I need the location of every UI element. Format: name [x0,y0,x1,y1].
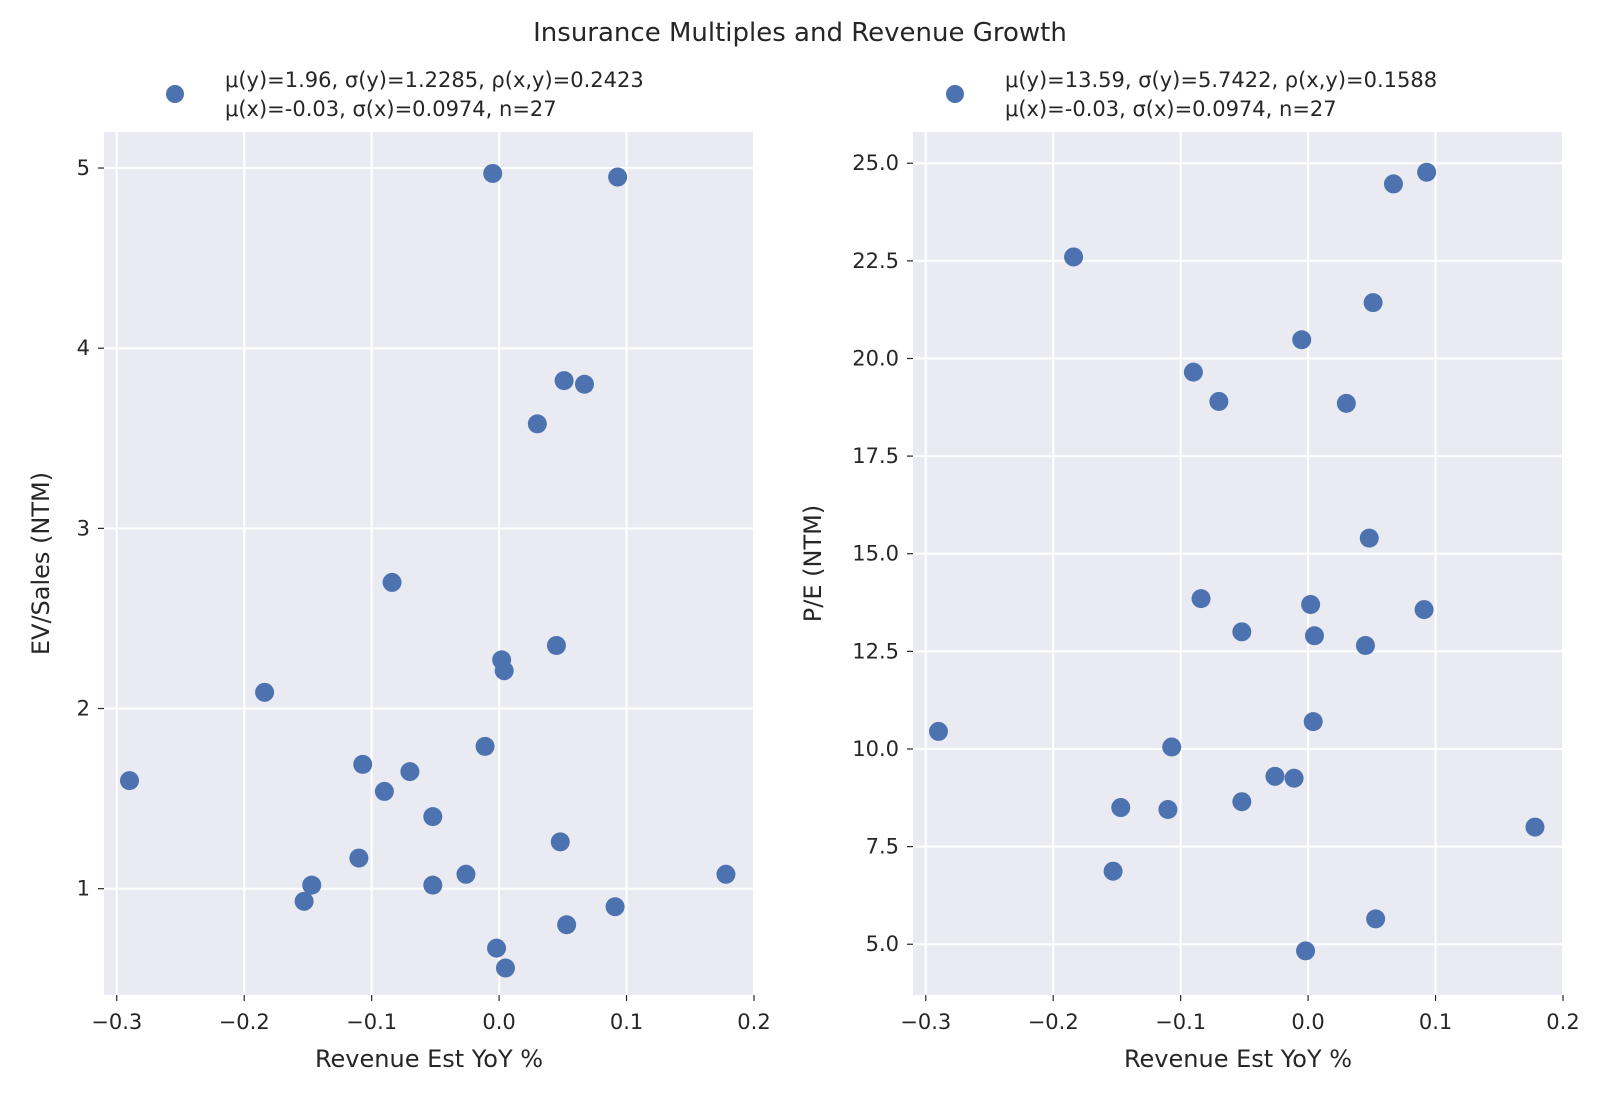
x-tick-label: −0.2 [219,1010,270,1034]
data-point [423,807,443,827]
data-point [487,938,507,958]
data-point [382,572,402,592]
data-point [1296,941,1316,961]
data-point [1183,362,1203,382]
figure-title: Insurance Multiples and Revenue Growth [533,18,1067,48]
y-tick-label: 10.0 [852,737,899,761]
data-point [1103,861,1123,881]
data-point [605,897,625,917]
x-tick-label: 0.0 [1291,1010,1324,1034]
data-point [1417,162,1437,182]
data-point [608,167,628,187]
data-point [1191,589,1211,609]
data-point [1525,817,1545,837]
data-point [1383,174,1403,194]
data-point [928,721,948,741]
data-point [527,414,547,434]
data-point [1162,737,1182,757]
y-tick-label: 5.0 [866,932,899,956]
data-point [1304,626,1324,646]
x-axis-label: Revenue Est YoY % [315,1045,543,1073]
data-point [294,891,314,911]
data-point [1265,766,1285,786]
data-point [302,875,322,895]
legend-left: μ(y)=1.96, σ(y)=1.2285, ρ(x,y)=0.2423 μ(… [166,66,726,126]
data-point [1414,600,1434,620]
data-point [1232,622,1252,642]
data-point [349,848,369,868]
data-point [1355,636,1375,656]
legend-left-line2: μ(x)=-0.03, σ(x)=0.0974, n=27 [225,97,557,121]
data-point [1303,712,1323,732]
data-point [554,371,574,391]
legend-left-marker [166,85,184,103]
x-tick-label: 0.2 [1546,1010,1579,1034]
data-point [1301,595,1321,615]
data-point [255,682,275,702]
y-tick-label: 3 [77,516,90,540]
y-tick-label: 4 [77,336,90,360]
legend-right-marker [946,85,964,103]
plot-area [913,132,1563,995]
data-point [1111,798,1131,818]
data-point [1366,909,1386,929]
data-point [475,736,495,756]
y-axis-label: EV/Sales (NTM) [27,472,55,655]
y-tick-label: 7.5 [866,835,899,859]
legend-right-line2: μ(x)=-0.03, σ(x)=0.0974, n=27 [1005,97,1337,121]
y-axis-label: P/E (NTM) [799,505,827,622]
data-point [546,635,566,655]
y-tick-label: 12.5 [852,639,899,663]
x-tick-label: −0.2 [1028,1010,1079,1034]
data-point [353,754,373,774]
plot-area [104,132,754,995]
data-point [494,661,514,681]
data-point [1359,528,1379,548]
legend-right-line1: μ(y)=13.59, σ(y)=5.7422, ρ(x,y)=0.1588 [1005,68,1438,92]
data-point [1284,768,1304,788]
legend-left-line1: μ(y)=1.96, σ(y)=1.2285, ρ(x,y)=0.2423 [225,68,644,92]
data-point [1158,800,1178,820]
data-point [423,875,443,895]
y-tick-label: 5 [77,156,90,180]
data-point [119,771,139,791]
x-tick-label: 0.0 [482,1010,515,1034]
data-point [574,374,594,394]
x-tick-label: −0.3 [91,1010,142,1034]
y-tick-label: 20.0 [852,346,899,370]
data-point [1064,247,1084,267]
data-point [495,958,515,978]
data-point [1232,792,1252,812]
data-point [400,762,420,782]
data-point [550,832,570,852]
x-tick-label: 0.1 [1419,1010,1452,1034]
legend-right: μ(y)=13.59, σ(y)=5.7422, ρ(x,y)=0.1588 μ… [946,66,1506,126]
y-tick-label: 1 [77,877,90,901]
data-point [557,915,577,935]
y-tick-label: 15.0 [852,542,899,566]
y-tick-label: 22.5 [852,249,899,273]
data-point [456,864,476,884]
x-axis-label: Revenue Est YoY % [1124,1045,1352,1073]
y-tick-label: 17.5 [852,444,899,468]
y-tick-label: 2 [77,697,90,721]
data-point [716,864,736,884]
x-tick-label: 0.2 [737,1010,770,1034]
x-tick-label: −0.1 [1155,1010,1206,1034]
data-point [1363,293,1383,313]
data-point [1292,330,1312,350]
data-point [374,781,394,801]
x-tick-label: −0.3 [900,1010,951,1034]
data-point [1336,393,1356,413]
x-tick-label: 0.1 [610,1010,643,1034]
data-point [1209,391,1229,411]
data-point [483,163,503,183]
y-tick-label: 25.0 [852,151,899,175]
x-tick-label: −0.1 [346,1010,397,1034]
